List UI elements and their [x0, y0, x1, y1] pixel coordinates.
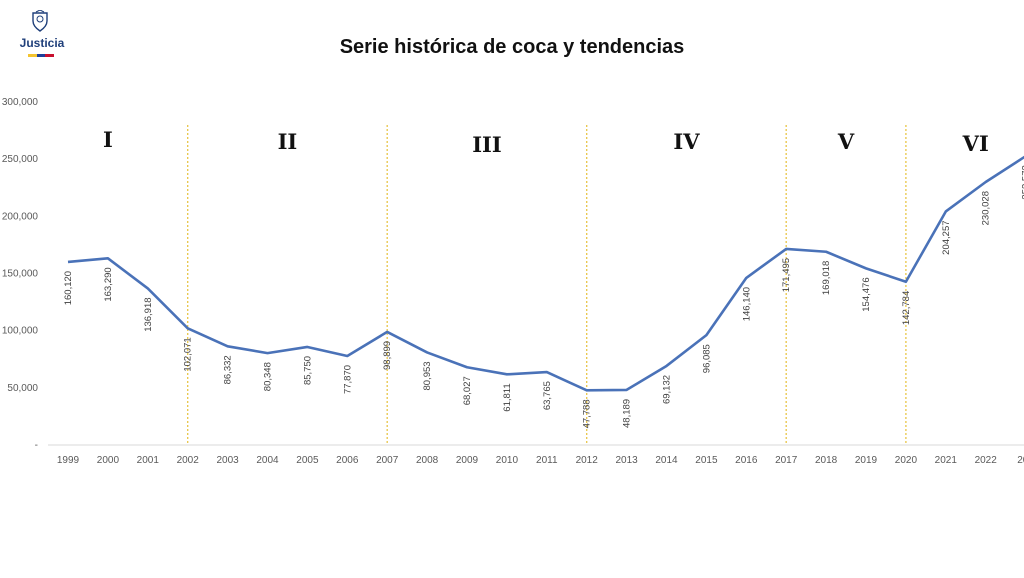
data-label: 163,290	[103, 267, 114, 301]
x-tick-label: 2022	[975, 455, 998, 466]
flag-yellow	[28, 54, 37, 57]
series-line	[67, 155, 1024, 392]
flag-stripe	[28, 54, 55, 57]
chart-title: Serie histórica de coca y tendencias	[339, 36, 685, 58]
flag-red	[45, 54, 55, 57]
data-label: 47,788	[582, 399, 593, 428]
data-label: 86,332	[223, 355, 234, 384]
y-tick-label: 300,000	[2, 97, 39, 108]
flag-blue	[36, 54, 46, 57]
data-label: 69,132	[662, 375, 673, 404]
data-label: 230,028	[981, 191, 992, 225]
x-tick-label: 2016	[735, 455, 758, 466]
period-label: II	[278, 129, 298, 154]
x-tick-label: 2018	[815, 455, 838, 466]
data-label: 154,476	[861, 277, 872, 311]
x-tick-label: 2008	[416, 455, 439, 466]
x-tick-label: 2017	[775, 455, 798, 466]
x-tick-label: 2005	[296, 455, 319, 466]
data-label: 96,085	[701, 344, 712, 373]
x-tick-label: 2012	[576, 455, 599, 466]
data-label: 160,120	[63, 271, 74, 305]
x-tick-label: 2019	[855, 455, 878, 466]
period-label: IV	[673, 129, 700, 154]
data-label: 142,784	[901, 291, 912, 325]
data-label: 77,870	[342, 365, 353, 394]
period-label: III	[472, 132, 501, 157]
brand-name: Justicia	[19, 36, 65, 50]
x-tick-label: 2004	[256, 455, 279, 466]
data-label: 68,027	[462, 376, 473, 405]
x-tick-label: 1999	[57, 455, 80, 466]
y-tick-label: 150,000	[2, 269, 39, 280]
data-label: 204,257	[941, 220, 952, 254]
period-label: I	[103, 127, 113, 152]
data-label: 136,918	[143, 297, 154, 331]
x-tick-label: 2014	[655, 455, 678, 466]
data-label: 169,018	[821, 261, 832, 295]
x-tick-label: 202	[1017, 455, 1024, 466]
x-tick-label: 2020	[895, 455, 918, 466]
y-tick-label: 200,000	[2, 211, 39, 222]
x-tick-label: 2003	[216, 455, 239, 466]
data-label: 146,140	[741, 287, 752, 321]
justicia-logo: Justicia	[14, 8, 70, 60]
data-label: 63,765	[542, 381, 553, 410]
x-tick-label: 2007	[376, 455, 399, 466]
x-tick-label: 2010	[496, 455, 519, 466]
data-label: 102,071	[183, 337, 194, 371]
y-tick-label: 100,000	[2, 326, 39, 337]
period-label: V	[837, 129, 855, 154]
x-tick-label: 2009	[456, 455, 479, 466]
y-tick-label: -	[35, 440, 38, 451]
x-tick-label: 2001	[137, 455, 160, 466]
data-label: 252,572	[1021, 165, 1024, 199]
data-label: 61,811	[502, 383, 513, 411]
period-label: VI	[962, 131, 989, 156]
y-tick-label: 50,000	[7, 383, 38, 394]
x-tick-label: 2013	[615, 455, 638, 466]
data-label: 48,189	[622, 399, 633, 428]
x-tick-label: 2000	[97, 455, 120, 466]
data-label: 85,750	[302, 356, 313, 385]
coat-of-arms-icon	[32, 10, 48, 32]
x-tick-label: 2006	[336, 455, 359, 466]
data-label: 98,899	[382, 341, 393, 370]
data-label: 80,953	[422, 361, 433, 390]
x-tick-label: 2011	[536, 455, 558, 466]
x-tick-label: 2002	[177, 455, 200, 466]
x-tick-label: 2015	[695, 455, 718, 466]
y-tick-label: 250,000	[2, 154, 39, 165]
data-label: 171,495	[781, 258, 792, 292]
data-label: 80,348	[263, 362, 274, 391]
x-tick-label: 2021	[935, 455, 958, 466]
